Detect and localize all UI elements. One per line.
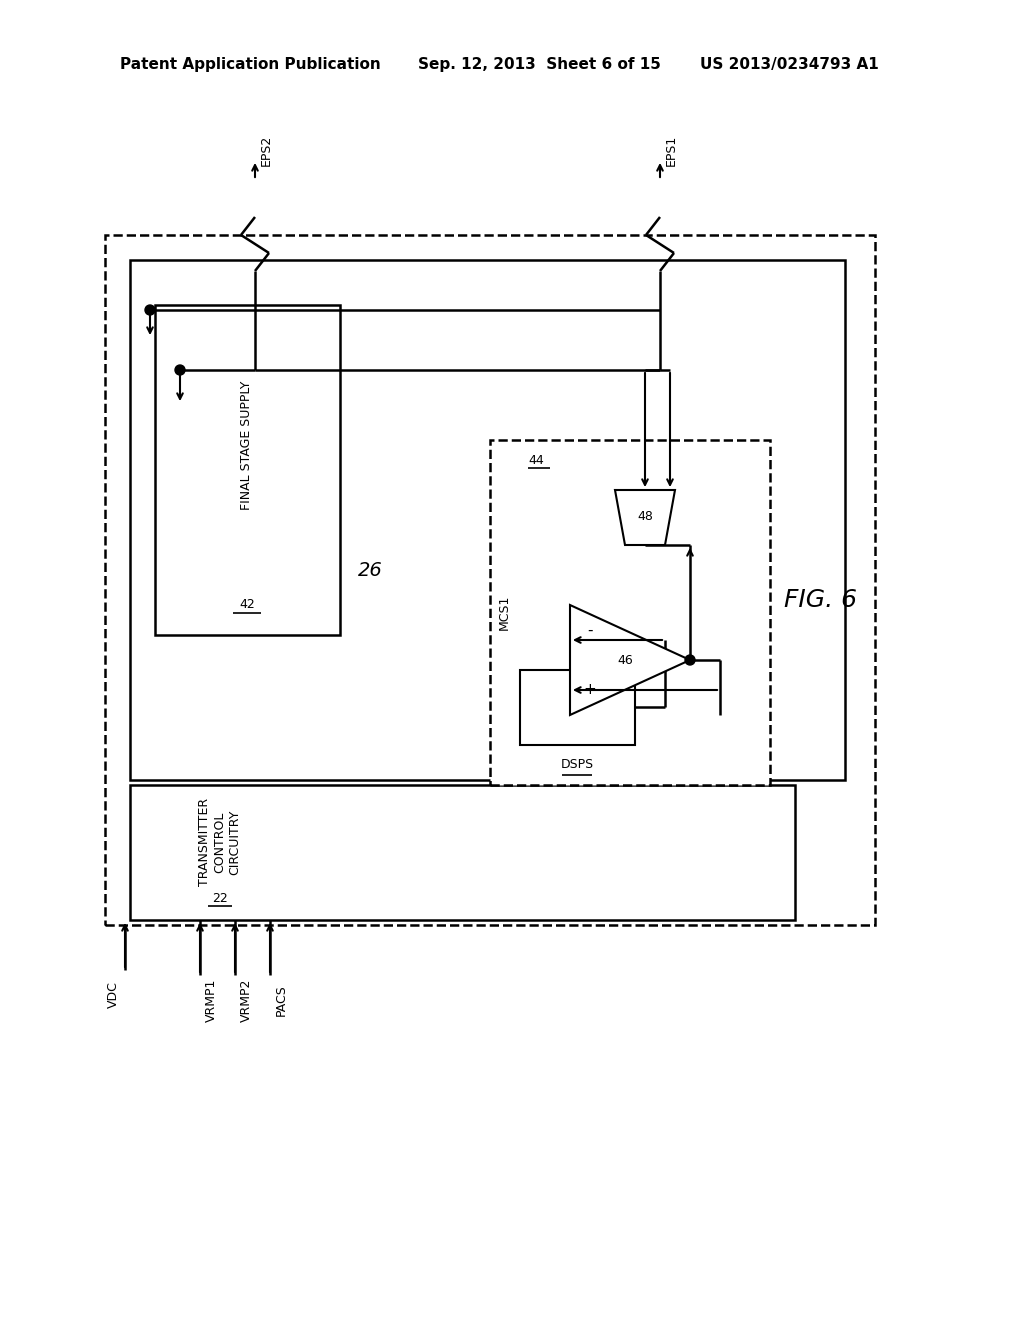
Text: VDC: VDC [106,982,120,1008]
Bar [520,671,635,744]
Text: MCS1: MCS1 [498,594,511,630]
Text: TRANSMITTER
CONTROL
CIRCUITRY: TRANSMITTER CONTROL CIRCUITRY [199,797,242,886]
Text: Sep. 12, 2013  Sheet 6 of 15: Sep. 12, 2013 Sheet 6 of 15 [418,58,660,73]
Text: VRMP2: VRMP2 [240,978,253,1022]
Text: 46: 46 [617,653,633,667]
Polygon shape [615,490,675,545]
Bar [105,235,874,925]
Bar [130,785,795,920]
Text: -: - [587,623,593,638]
Text: 44: 44 [528,454,544,466]
Circle shape [145,305,155,315]
Bar [130,260,845,780]
Text: DSPS: DSPS [560,759,594,771]
Text: +: + [584,682,596,697]
Text: Patent Application Publication: Patent Application Publication [120,58,381,73]
Text: 48: 48 [637,511,653,524]
Text: FINAL STAGE SUPPLY: FINAL STAGE SUPPLY [241,380,254,510]
Text: EPS2: EPS2 [260,135,273,165]
Bar [155,305,340,635]
Text: US 2013/0234793 A1: US 2013/0234793 A1 [700,58,879,73]
Circle shape [175,366,185,375]
Text: FIG. 6: FIG. 6 [783,587,856,612]
Text: 26: 26 [357,561,382,579]
Text: PACS: PACS [275,985,288,1016]
Text: 22: 22 [212,891,228,904]
Bar [490,440,770,785]
Text: VRMP1: VRMP1 [205,978,218,1022]
Circle shape [685,655,695,665]
Polygon shape [570,605,690,715]
Text: EPS1: EPS1 [665,135,678,165]
Text: 42: 42 [240,598,255,611]
